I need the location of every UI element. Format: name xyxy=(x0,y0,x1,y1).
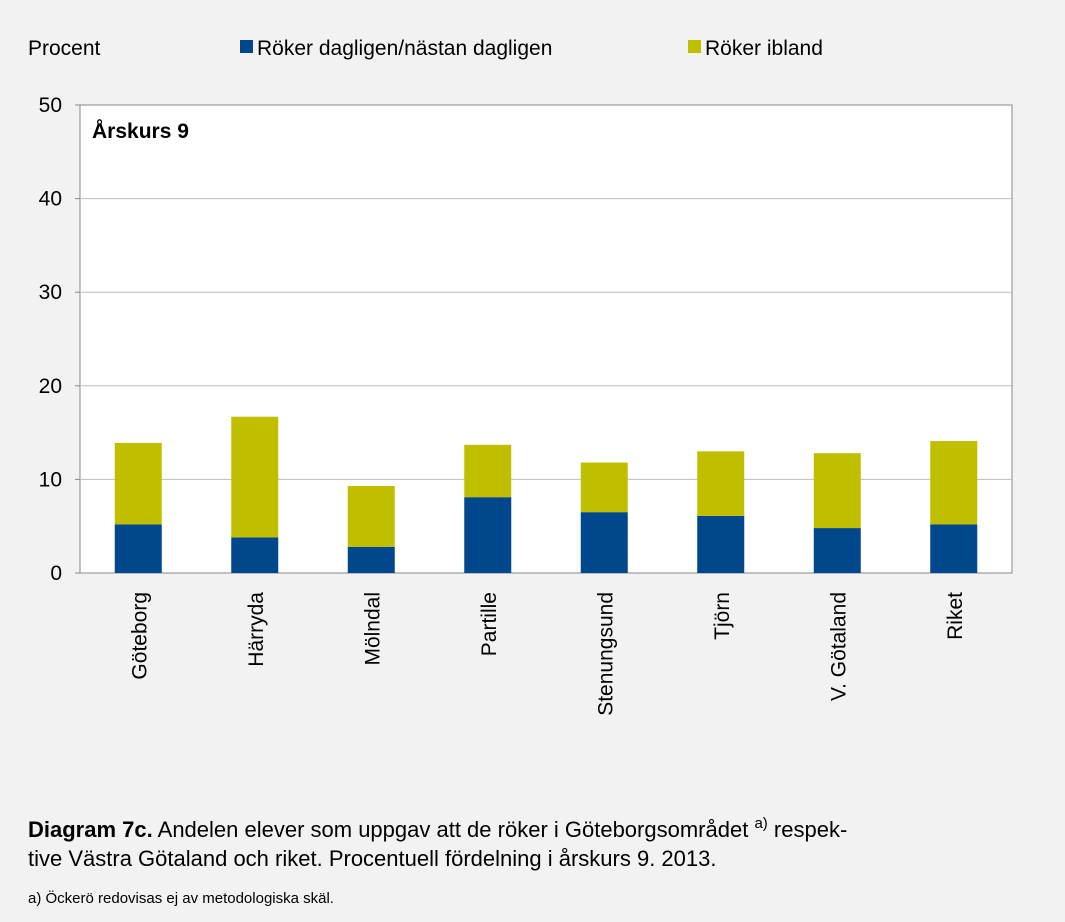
legend-label: Röker ibland xyxy=(705,37,823,60)
legend-swatch xyxy=(240,40,253,53)
x-tick-label: V. Götaland xyxy=(827,592,850,701)
bar-segment xyxy=(580,512,628,573)
y-tick-label: 20 xyxy=(39,375,62,398)
legend-label: Röker dagligen/nästan dagligen xyxy=(257,37,552,60)
bar-segment xyxy=(114,524,162,573)
caption-text-end: respek- xyxy=(774,817,847,842)
caption-label: Diagram 7c. xyxy=(28,817,153,842)
x-tick-label: Mölndal xyxy=(361,592,384,666)
x-tick-label: Göteborg xyxy=(128,592,151,680)
bar-segment xyxy=(231,537,279,573)
bar-segment xyxy=(464,497,512,573)
bar-segment xyxy=(347,546,395,573)
bar-segment xyxy=(347,485,395,547)
bar-segment xyxy=(464,444,512,498)
caption: Diagram 7c. Andelen elever som uppgav at… xyxy=(28,808,847,842)
y-tick-label: 50 xyxy=(39,94,62,117)
plot: 0 10 20 30 40 50 Röker dagligen/nästan daglige… xyxy=(39,37,1012,716)
y-tick-label: 30 xyxy=(39,281,62,304)
x-tick-label: Stenungsund xyxy=(594,592,617,716)
bar-segment xyxy=(697,451,745,516)
x-tick-label: Partille xyxy=(478,592,501,656)
plot-area xyxy=(79,104,1013,574)
y-tick-label: 40 xyxy=(39,188,62,211)
x-tick-label: Härryda xyxy=(245,592,268,667)
caption-text: Andelen elever som uppgav att de röker i… xyxy=(158,817,749,842)
bar-segment xyxy=(697,515,745,573)
bar-segment xyxy=(114,442,162,525)
bar-segment xyxy=(580,462,628,513)
bar-segment xyxy=(930,524,978,573)
y-axis-label: Procent xyxy=(28,37,101,60)
annotation: Årskurs 9 xyxy=(92,119,189,143)
legend-swatch xyxy=(688,40,701,53)
bar-segment xyxy=(930,441,978,525)
caption-line2: tive Västra Götaland och riket. Procentu… xyxy=(28,846,716,871)
footnote: a) Öckerö redovisas ej av metodologiska … xyxy=(28,889,334,907)
y-tick-label: 0 xyxy=(50,562,62,585)
caption-note-mark: a) xyxy=(754,815,767,832)
bar-segment xyxy=(231,416,279,538)
x-tick-label: Tjörn xyxy=(711,592,734,640)
x-tick-label: Riket xyxy=(944,592,967,640)
bar-segment xyxy=(813,528,861,573)
y-tick-label: 10 xyxy=(39,468,62,491)
bar-segment xyxy=(813,453,861,529)
